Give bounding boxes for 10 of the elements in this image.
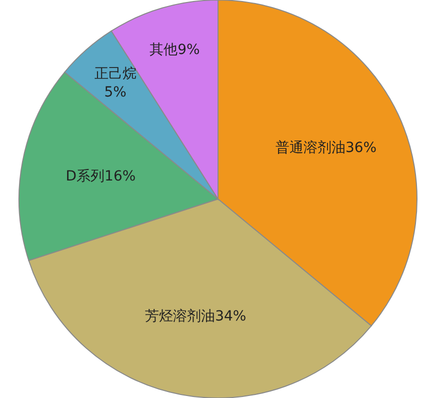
- slice-label: D系列: [66, 168, 105, 185]
- data-label: 34%: [215, 308, 246, 324]
- slice-label: 普通溶剂油: [275, 140, 346, 156]
- slice-label: 芳烃溶剂油: [145, 308, 216, 324]
- slice-label: 正己烷: [94, 66, 136, 82]
- slice-label: 其他: [150, 42, 178, 58]
- data-label: 16%: [104, 168, 136, 185]
- data-label: 5%: [104, 84, 126, 100]
- data-label: 36%: [345, 140, 377, 156]
- data-label: 9%: [178, 42, 200, 58]
